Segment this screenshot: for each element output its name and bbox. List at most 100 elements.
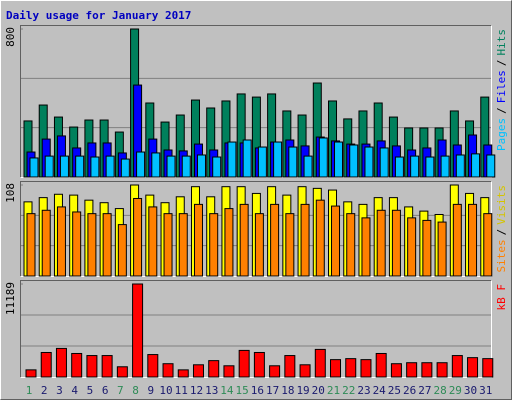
bar	[390, 363, 402, 378]
x-tick-label: 31	[479, 384, 492, 397]
bar	[102, 213, 112, 277]
bar	[75, 155, 85, 178]
bar	[26, 213, 36, 277]
y-tick-label: 800	[4, 27, 17, 47]
bar	[242, 139, 252, 178]
bar	[468, 203, 478, 277]
bar	[116, 366, 128, 378]
bar	[151, 152, 161, 178]
bar	[162, 363, 174, 378]
x-tick-label: 9	[147, 384, 154, 397]
panel-bevel	[20, 280, 492, 378]
bar	[148, 206, 158, 277]
bar	[254, 213, 264, 277]
y-tick-label: 11189	[4, 282, 17, 315]
bar	[270, 203, 280, 277]
bar	[361, 217, 371, 277]
bar	[253, 351, 265, 378]
bar	[71, 352, 83, 378]
x-tick-label: 11	[175, 384, 188, 397]
legend-entry: kB F	[495, 284, 508, 311]
x-tick-label: 18	[281, 384, 294, 397]
bar	[421, 362, 433, 378]
bar	[436, 362, 448, 378]
x-tick-label: 14	[220, 384, 234, 397]
bar	[455, 154, 465, 178]
x-tick-label: 24	[373, 384, 387, 397]
legend-entry: Files	[495, 70, 508, 103]
x-tick-label: 25	[388, 384, 401, 397]
bar	[437, 221, 447, 277]
x-tick-label: 17	[266, 384, 279, 397]
x-tick-label: 12	[190, 384, 203, 397]
bar	[101, 355, 113, 378]
bar	[452, 203, 462, 277]
bar	[451, 355, 463, 378]
x-tick-label: 23	[357, 384, 370, 397]
bar	[56, 206, 66, 277]
x-tick-label: 4	[71, 384, 78, 397]
bar	[117, 224, 127, 277]
bar	[209, 213, 219, 277]
bar	[59, 155, 69, 178]
bar	[136, 151, 146, 178]
legend: kB F	[495, 284, 508, 311]
bar	[486, 154, 496, 178]
x-tick-label: 21	[327, 384, 340, 397]
bar	[422, 219, 432, 277]
x-tick-label: 10	[159, 384, 172, 397]
bar	[25, 369, 37, 378]
bar	[331, 205, 341, 277]
legend-separator: /	[495, 107, 508, 114]
x-tick-label: 6	[102, 384, 109, 397]
bar	[483, 213, 493, 277]
x-tick-label: 29	[449, 384, 462, 397]
bar	[133, 197, 143, 277]
bar	[181, 155, 191, 178]
bar	[406, 362, 418, 378]
bar	[334, 141, 344, 178]
bar	[90, 156, 100, 178]
bar	[288, 146, 298, 178]
bar	[284, 355, 296, 378]
bar	[273, 141, 283, 178]
panel-bevel	[20, 25, 492, 178]
panel-bevel	[20, 181, 492, 277]
bar	[227, 141, 237, 178]
bar	[364, 146, 374, 178]
x-tick-label: 26	[403, 384, 416, 397]
x-tick-label: 27	[418, 384, 431, 397]
x-tick-label: 22	[342, 384, 355, 397]
bar	[257, 146, 267, 178]
chart-title: Daily usage for January 2017	[6, 9, 191, 22]
bar	[425, 156, 435, 178]
legend-separator: /	[495, 229, 508, 236]
bar	[467, 357, 479, 378]
bar	[238, 349, 250, 378]
legend-separator: /	[495, 60, 508, 67]
legend: Sites / Visits	[495, 185, 508, 273]
bar	[41, 209, 51, 277]
y-tick-label: 108	[4, 183, 17, 203]
bar	[177, 369, 189, 378]
legend-entry: Pages	[495, 118, 508, 151]
panel-bevel	[20, 25, 492, 178]
legend: Pages / Files / Hits	[495, 29, 508, 151]
bar	[212, 156, 222, 178]
bar	[178, 213, 188, 277]
bar	[239, 203, 249, 277]
legend-entry: Hits	[495, 29, 508, 56]
bar	[166, 155, 176, 178]
bar	[29, 157, 39, 178]
bar	[196, 154, 206, 178]
x-tick-label: 30	[464, 384, 477, 397]
bar	[163, 213, 173, 277]
bar	[72, 211, 82, 277]
bar	[285, 213, 295, 277]
bar	[330, 359, 342, 378]
bar	[299, 364, 311, 378]
bar	[349, 144, 359, 178]
bar	[482, 358, 494, 378]
